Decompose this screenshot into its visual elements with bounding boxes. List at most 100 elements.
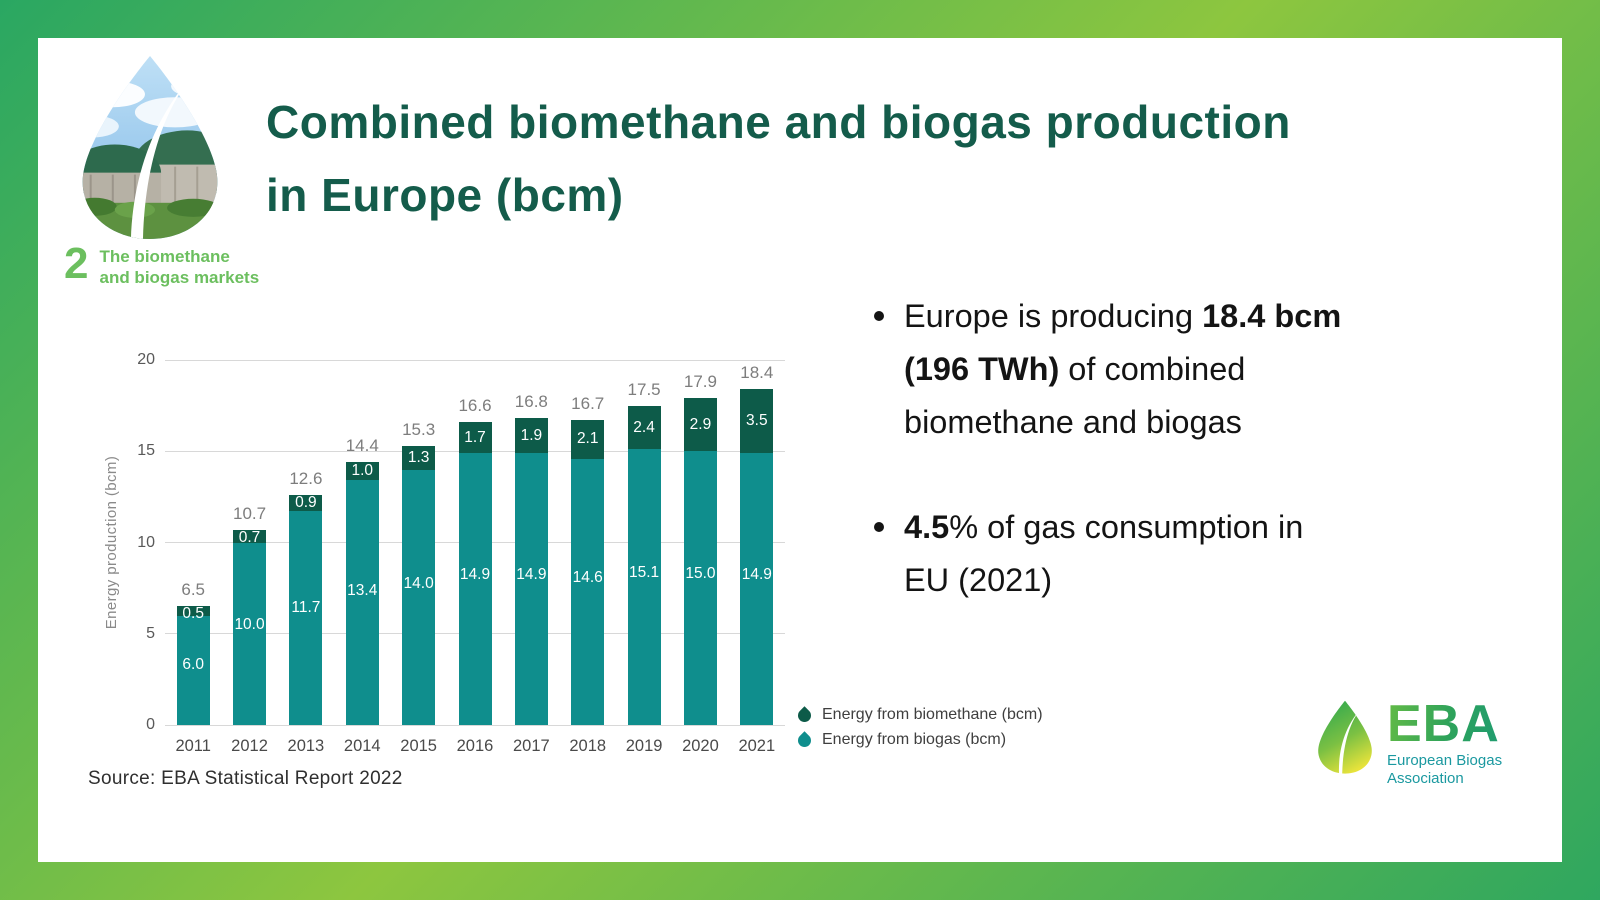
bar-value-label: 1.7 [464,428,486,446]
bar-total-label: 18.4 [740,363,774,383]
bar-segment-biogas-2018: 14.6 [571,458,605,725]
legend-label: Energy from biogas (bcm) [822,731,1007,748]
bar-value-label: 13.4 [347,581,378,599]
x-tick-label-2011: 2011 [175,737,211,755]
x-tick-label-2014: 2014 [343,737,381,755]
x-tick-label-2021: 2021 [738,737,776,755]
bar-segment-biomethane-2018: 2.1 [571,420,605,459]
bar-total-label: 10.7 [232,503,267,523]
x-tick-label-2018: 2018 [569,737,607,755]
bar-segment-biogas-2020: 15.0 [683,451,717,725]
bar-total-label: 17.9 [683,372,717,392]
page-title: Combined biomethane and biogas productio… [266,96,1291,221]
eba-subtitle: European Biogas Association [1387,752,1503,787]
bar-value-label: 2.4 [633,418,655,436]
source-note: Source: EBA Statistical Report 2022 [88,768,403,789]
bar-total-label: 15.3 [402,419,436,439]
eba-logo: EBA European Biogas Association [1315,698,1503,788]
x-tick-label-2019: 2019 [625,737,663,755]
bar-value-label: 1.3 [407,448,430,466]
bar-value-label: 3.5 [746,412,768,430]
bar-segment-biomethane-2013: 0.9 [289,494,323,512]
eba-acronym: EBA [1387,698,1502,750]
legend-marker-droplet-icon [795,730,814,750]
y-tick-label: 10 [137,533,155,551]
bar-segment-biomethane-2019: 2.4 [627,405,661,450]
slide-card: 2 The biomethane and biogas markets Comb… [38,38,1562,862]
legend-item-biomethane: Energy from biomethane (bcm) [795,705,1043,725]
eba-droplet-icon [1318,700,1372,774]
bar-value-label: 2.1 [576,430,599,448]
bar-segment-biomethane-2016: 1.7 [458,422,492,454]
legend-marker-droplet-icon [795,705,814,725]
bar-segment-biomethane-2015: 1.3 [402,445,436,470]
bar-segment-biogas-2013: 11.7 [289,511,323,725]
bar-segment-biogas-2015: 14.0 [402,469,436,725]
section-label: The biomethane and biogas markets [99,247,260,287]
bar-segment-biogas-2019: 15.1 [627,449,661,725]
bar-value-label: 15.1 [628,564,660,582]
section-number: 2 [64,239,89,288]
bar-value-label: 6.0 [182,655,204,673]
y-tick-label: 20 [137,351,155,368]
key-finding-text: Europe is producing 18.4 bcm (196 TWh) of… [904,298,1342,440]
bar-total-label: 14.4 [345,436,379,456]
bar-segment-biomethane-2014: 1.0 [345,462,379,481]
bar-value-label: 14.9 [459,566,491,584]
x-tick-label-2015: 2015 [400,737,437,755]
bar-total-label: 12.6 [289,469,323,489]
bar-segment-biomethane-2012: 0.7 [233,529,267,546]
x-tick-label-2020: 2020 [682,737,719,755]
droplet-photo-svg [82,56,218,239]
x-tick-label-2012: 2012 [231,737,268,755]
legend-label: Energy from biomethane (bcm) [822,706,1043,723]
key-finding-2: 4.5% of gas consumption in EU (2021) [874,501,1494,607]
section-marker: 2 The biomethane and biogas markets [64,239,260,288]
key-finding-text: 4.5% of gas consumption in EU (2021) [904,509,1304,598]
bar-value-label: 14.0 [403,575,434,593]
bar-segment-biomethane-2020: 2.9 [683,398,717,452]
eba-logo-text: EBA European Biogas Association [1387,698,1503,788]
bar-segment-biomethane-2017: 1.9 [514,418,548,454]
y-tick-label: 0 [146,716,155,733]
bar-segment-biogas-2017: 14.9 [514,453,548,725]
bar-value-label: 10.0 [234,615,265,633]
bar-total-label: 16.7 [571,394,605,414]
bar-segment-biogas-2014: 13.4 [345,480,379,725]
bar-value-label: 2.9 [689,415,712,433]
bar-value-label: 0.5 [182,605,204,623]
bar-segment-biogas-2016: 14.9 [458,453,492,725]
bar-total-label: 17.5 [627,379,661,399]
bar-total-label: 6.5 [181,580,205,600]
chart-legend: Energy from biomethane (bcm) Energy from … [795,705,1043,756]
key-findings-list: Europe is producing 18.4 bcm (196 TWh) of… [874,290,1494,659]
bar-segment-biomethane-2011: 0.5 [176,605,210,622]
bar-value-label: 11.7 [291,598,321,616]
plot-area: Energy production (bcm) 0 5 10 15 20 6.0 0.5 6.… [104,351,785,755]
x-tick-label-2016: 2016 [456,737,494,755]
bar-value-label: 15.0 [685,565,716,583]
bar-value-label: 14.9 [741,566,772,584]
bar-value-label: 1.9 [520,426,543,444]
bar-value-label: 14.6 [572,569,603,587]
bar-segment-biogas-2011: 6.0 [176,615,210,725]
bar-value-label: 0.7 [238,528,261,546]
x-tick-label-2017: 2017 [512,737,550,755]
bar-value-label: 0.9 [295,494,317,512]
bar-segment-biogas-2021: 14.9 [740,453,774,725]
bar-total-label: 16.8 [514,392,548,412]
biogas-plant-droplet-photo [74,54,226,240]
bar-value-label: 1.0 [351,462,374,480]
legend-item-biogas: Energy from biogas (bcm) [795,730,1043,750]
bar-total-label: 16.6 [458,396,492,416]
key-finding-1: Europe is producing 18.4 bcm (196 TWh) of… [874,290,1494,449]
bullet-point-dot [874,522,884,532]
gridline [165,359,785,361]
bullet-point-dot [874,311,884,321]
gridline [165,724,785,726]
x-tick-label-2013: 2013 [287,737,325,755]
bar-segment-biogas-2012: 10.0 [233,542,267,725]
bar-segment-biomethane-2021: 3.5 [740,389,774,454]
y-tick-label: 15 [137,442,155,460]
